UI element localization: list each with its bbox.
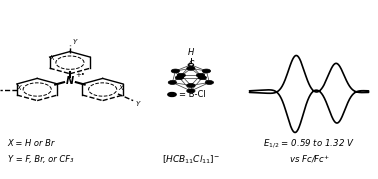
Text: $[HCB_{11}Cl_{11}]^{-}$: $[HCB_{11}Cl_{11}]^{-}$	[162, 153, 220, 166]
Text: +•: +•	[75, 72, 85, 78]
Text: vs Fc/Fc$^{+}$: vs Fc/Fc$^{+}$	[289, 153, 330, 165]
Text: H: H	[188, 48, 194, 57]
Text: X: X	[17, 85, 22, 91]
Circle shape	[177, 73, 186, 77]
Text: Y = F, Br, or CF₃: Y = F, Br, or CF₃	[8, 155, 73, 164]
Circle shape	[171, 69, 180, 73]
Circle shape	[187, 83, 195, 87]
Text: C: C	[188, 60, 194, 69]
Circle shape	[168, 81, 177, 84]
Text: X: X	[50, 55, 54, 61]
Text: = B-Cl: = B-Cl	[179, 90, 206, 99]
Circle shape	[196, 73, 204, 77]
Circle shape	[198, 76, 206, 80]
Circle shape	[175, 76, 184, 80]
Circle shape	[188, 64, 194, 66]
Circle shape	[187, 66, 195, 70]
Text: X = H or Br: X = H or Br	[8, 139, 55, 148]
Text: Y: Y	[135, 101, 140, 107]
Text: X: X	[118, 85, 123, 91]
Text: Y: Y	[72, 39, 76, 45]
Circle shape	[205, 81, 214, 84]
Circle shape	[187, 89, 195, 93]
Circle shape	[168, 93, 176, 96]
Text: N: N	[66, 76, 74, 86]
Circle shape	[202, 69, 211, 73]
Text: $E_{1/2}$ = 0.59 to 1.32 V: $E_{1/2}$ = 0.59 to 1.32 V	[263, 137, 355, 150]
